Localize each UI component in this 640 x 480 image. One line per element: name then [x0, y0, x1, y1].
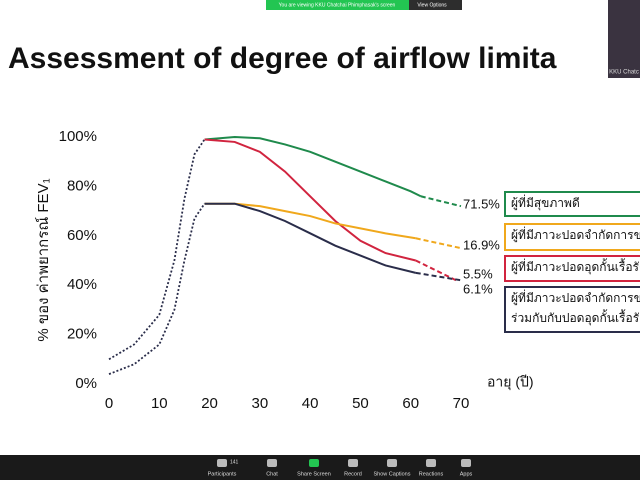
legend-box [504, 286, 640, 333]
legend-box [504, 191, 640, 217]
legend-text: ผู้ที่มีสุขภาพดี [511, 194, 580, 211]
annotation: 71.5% [463, 196, 500, 211]
x-tick-label: 20 [201, 395, 218, 412]
y-tick-label: 0% [75, 375, 97, 392]
toolbar-icon[interactable] [309, 459, 319, 467]
chart: 0% 20% 40% 60% 80% 100% 0 10 20 30 40 50 60 70 % ของ ค… [35, 128, 640, 412]
x-tick-label: 30 [252, 395, 269, 412]
toolbar-icon[interactable] [267, 459, 277, 467]
line-series [108, 138, 206, 361]
x-tick-label: 50 [352, 395, 369, 412]
toolbar-icon[interactable] [387, 459, 397, 467]
toolbar-icon[interactable] [348, 459, 358, 467]
line-series [420, 195, 462, 208]
slide-title: Assessment of degree of airflow limita [8, 42, 557, 75]
thumbnail-label: KKU Chatc [609, 70, 639, 76]
line-series [204, 202, 416, 274]
participant-count: 141 [230, 459, 239, 465]
toolbar-label[interactable]: Share Screen [297, 471, 331, 477]
toolbar [0, 455, 640, 480]
x-tick-label: 0 [105, 395, 113, 412]
y-tick-label: 60% [67, 227, 97, 244]
x-tick-label: 40 [302, 395, 319, 412]
view-options[interactable] [409, 0, 462, 10]
legend-text: ร่วมกับกับปอดอุดกั้นเรื้อรัง [511, 309, 640, 326]
annotation: 5.5% [463, 266, 493, 281]
legend-text: ผู้ที่มีภาวะปอดอุดกั้นเรื้อรัง [511, 258, 640, 275]
banner-text: You are viewing KKU Chatchai Phimphasak'… [279, 2, 396, 8]
toolbar-icon[interactable] [217, 459, 227, 467]
toolbar-label[interactable]: Show Captions [374, 471, 411, 477]
line-series [204, 202, 416, 240]
y-tick-label: 40% [67, 276, 97, 293]
toolbar-label[interactable]: Chat [266, 471, 278, 477]
x-tick-label: 60 [402, 395, 419, 412]
view-options-text[interactable]: View Options [417, 2, 447, 8]
thumbnail[interactable] [608, 0, 640, 78]
y-tick-label: 80% [67, 177, 97, 194]
line-series [204, 135, 422, 198]
toolbar-buttons: Participants Chat Share Screen Record Show C… [208, 459, 473, 477]
toolbar-icon[interactable] [461, 459, 471, 467]
toolbar-icon[interactable] [426, 459, 436, 467]
legend-text: ผู้ที่มีภาวะปอดจำกัดการขยา [511, 226, 640, 243]
annotation: 6.1% [463, 281, 493, 296]
x-tick-label: 70 [453, 395, 470, 412]
toolbar-label[interactable]: Participants [208, 471, 237, 477]
y-tick-label: 100% [59, 128, 97, 145]
x-axis-label: อายุ (ปี) [487, 374, 534, 391]
line-series [108, 203, 206, 375]
line-series [204, 138, 416, 262]
y-tick-label: 20% [67, 326, 97, 343]
legend-box [504, 223, 640, 251]
toolbar-label[interactable]: Apps [460, 471, 473, 477]
legend-box [504, 255, 640, 282]
legend-text: ผู้ที่มีภาวะปอดจำกัดการขยาย [511, 289, 640, 306]
toolbar-label[interactable]: Reactions [419, 471, 444, 477]
y-axis-label: % ของ ค่าพยากรณ์ FEV₁ [35, 178, 52, 341]
x-tick-label: 10 [151, 395, 168, 412]
toolbar-label[interactable]: Record [344, 471, 362, 477]
zoom-banner [266, 0, 409, 10]
annotation: 16.9% [463, 237, 500, 252]
